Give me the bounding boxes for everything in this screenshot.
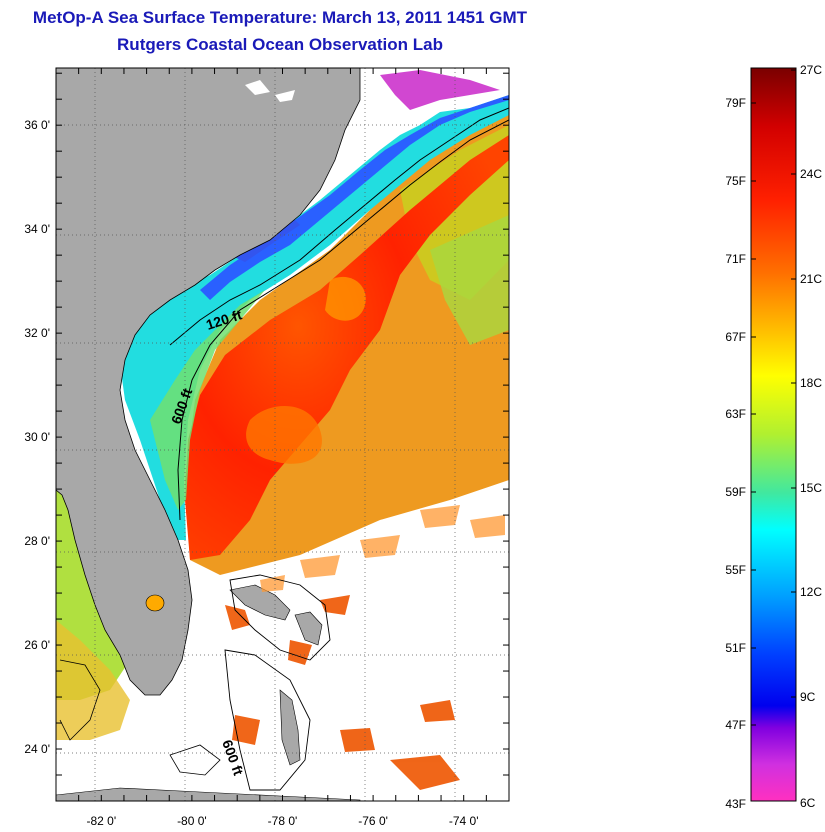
lake-okeechobee: [145, 594, 165, 612]
land-cuba: [56, 787, 361, 801]
lat-tick-label: 24 0': [24, 742, 50, 756]
contour-bahamas: [229, 574, 331, 661]
gulf-of-mexico-water: [56, 620, 130, 740]
offshore-green: [430, 215, 509, 345]
lat-tick-label: 30 0': [24, 430, 50, 444]
latitude-axis: 36 0' 34 0' 32 0' 30 0' 28 0' 26 0' 24 0': [24, 72, 509, 776]
cold-water: [200, 95, 509, 300]
gulf-stream-eddy: [325, 276, 366, 321]
lat-tick-label: 34 0': [24, 222, 50, 236]
cold-water: [380, 70, 500, 110]
warm-patches: [260, 505, 505, 592]
gulf-stream-eddy: [246, 406, 322, 464]
lat-tick-label: 32 0': [24, 326, 50, 340]
lat-tick-label: 36 0': [24, 118, 50, 132]
lat-tick-label: 28 0': [24, 534, 50, 548]
lat-tick-label: 26 0': [24, 638, 50, 652]
lon-tick-label: -76 0': [358, 814, 388, 828]
shelf-water: [118, 95, 509, 540]
longitude-axis: -82 0' -80 0' -78 0' -76 0' -74 0': [78, 68, 487, 828]
land-bahamas: [294, 611, 323, 646]
land-bahamas: [279, 689, 301, 766]
lon-tick-label: -78 0': [268, 814, 298, 828]
lon-tick-label: -80 0': [177, 814, 207, 828]
inland-lake: [275, 90, 295, 102]
bahamas-warm-patches: [225, 595, 460, 790]
lon-tick-label: -82 0': [86, 814, 116, 828]
contour-cuba: [169, 744, 221, 776]
inland-lake: [245, 80, 270, 95]
contour-bahamas-south: [224, 649, 311, 791]
contour-600ft: [177, 119, 509, 521]
map-title: MetOp-A Sea Surface Temperature: March 1…: [32, 8, 528, 27]
lon-tick-label: -74 0': [449, 814, 479, 828]
land-bahamas: [229, 584, 291, 621]
land-us-southeast: [56, 68, 361, 696]
map-subtitle: Rutgers Coastal Ocean Observation Lab: [117, 35, 443, 54]
